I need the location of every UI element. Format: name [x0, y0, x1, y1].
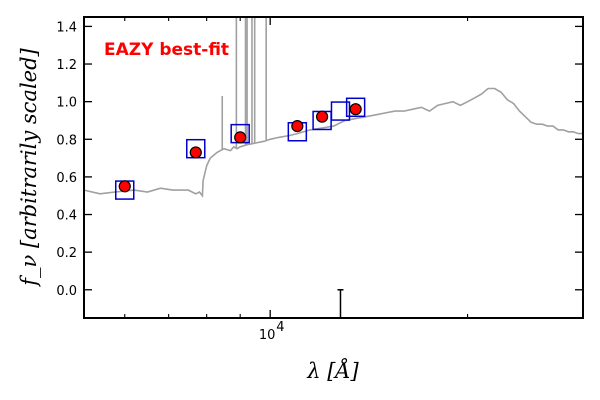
observed-photometry-point	[316, 110, 329, 123]
x-tick-exponent: 4	[276, 320, 284, 335]
y-tick-label: 1.4	[56, 20, 77, 35]
observed-photometry-point	[291, 120, 304, 133]
x-axis-label: λ [Å]	[306, 358, 359, 383]
y-tick-label: 1.0	[56, 96, 77, 111]
x-tick-label: 10	[259, 328, 276, 343]
model-photometry-square	[330, 101, 351, 121]
y-tick-label: 0.2	[56, 246, 77, 261]
observed-photometry-point	[349, 103, 362, 116]
y-tick-label: 0.6	[56, 171, 77, 186]
y-tick-label: 1.2	[56, 58, 77, 73]
y-tick-label: 0.8	[56, 133, 77, 148]
y-tick-label: 0.4	[56, 209, 77, 224]
y-axis-label: f_ν [arbitrarily scaled]	[17, 47, 41, 287]
observed-photometry-point	[234, 131, 247, 144]
observed-photometry-point	[189, 146, 202, 159]
model-photometry-square	[345, 97, 366, 118]
plot-frame	[83, 16, 584, 319]
observed-photometry-point	[118, 180, 131, 193]
template-spectrum-line	[83, 87, 583, 198]
annotation-label: EAZY best-fit	[104, 40, 229, 60]
y-tick-label: 0.0	[56, 284, 77, 299]
